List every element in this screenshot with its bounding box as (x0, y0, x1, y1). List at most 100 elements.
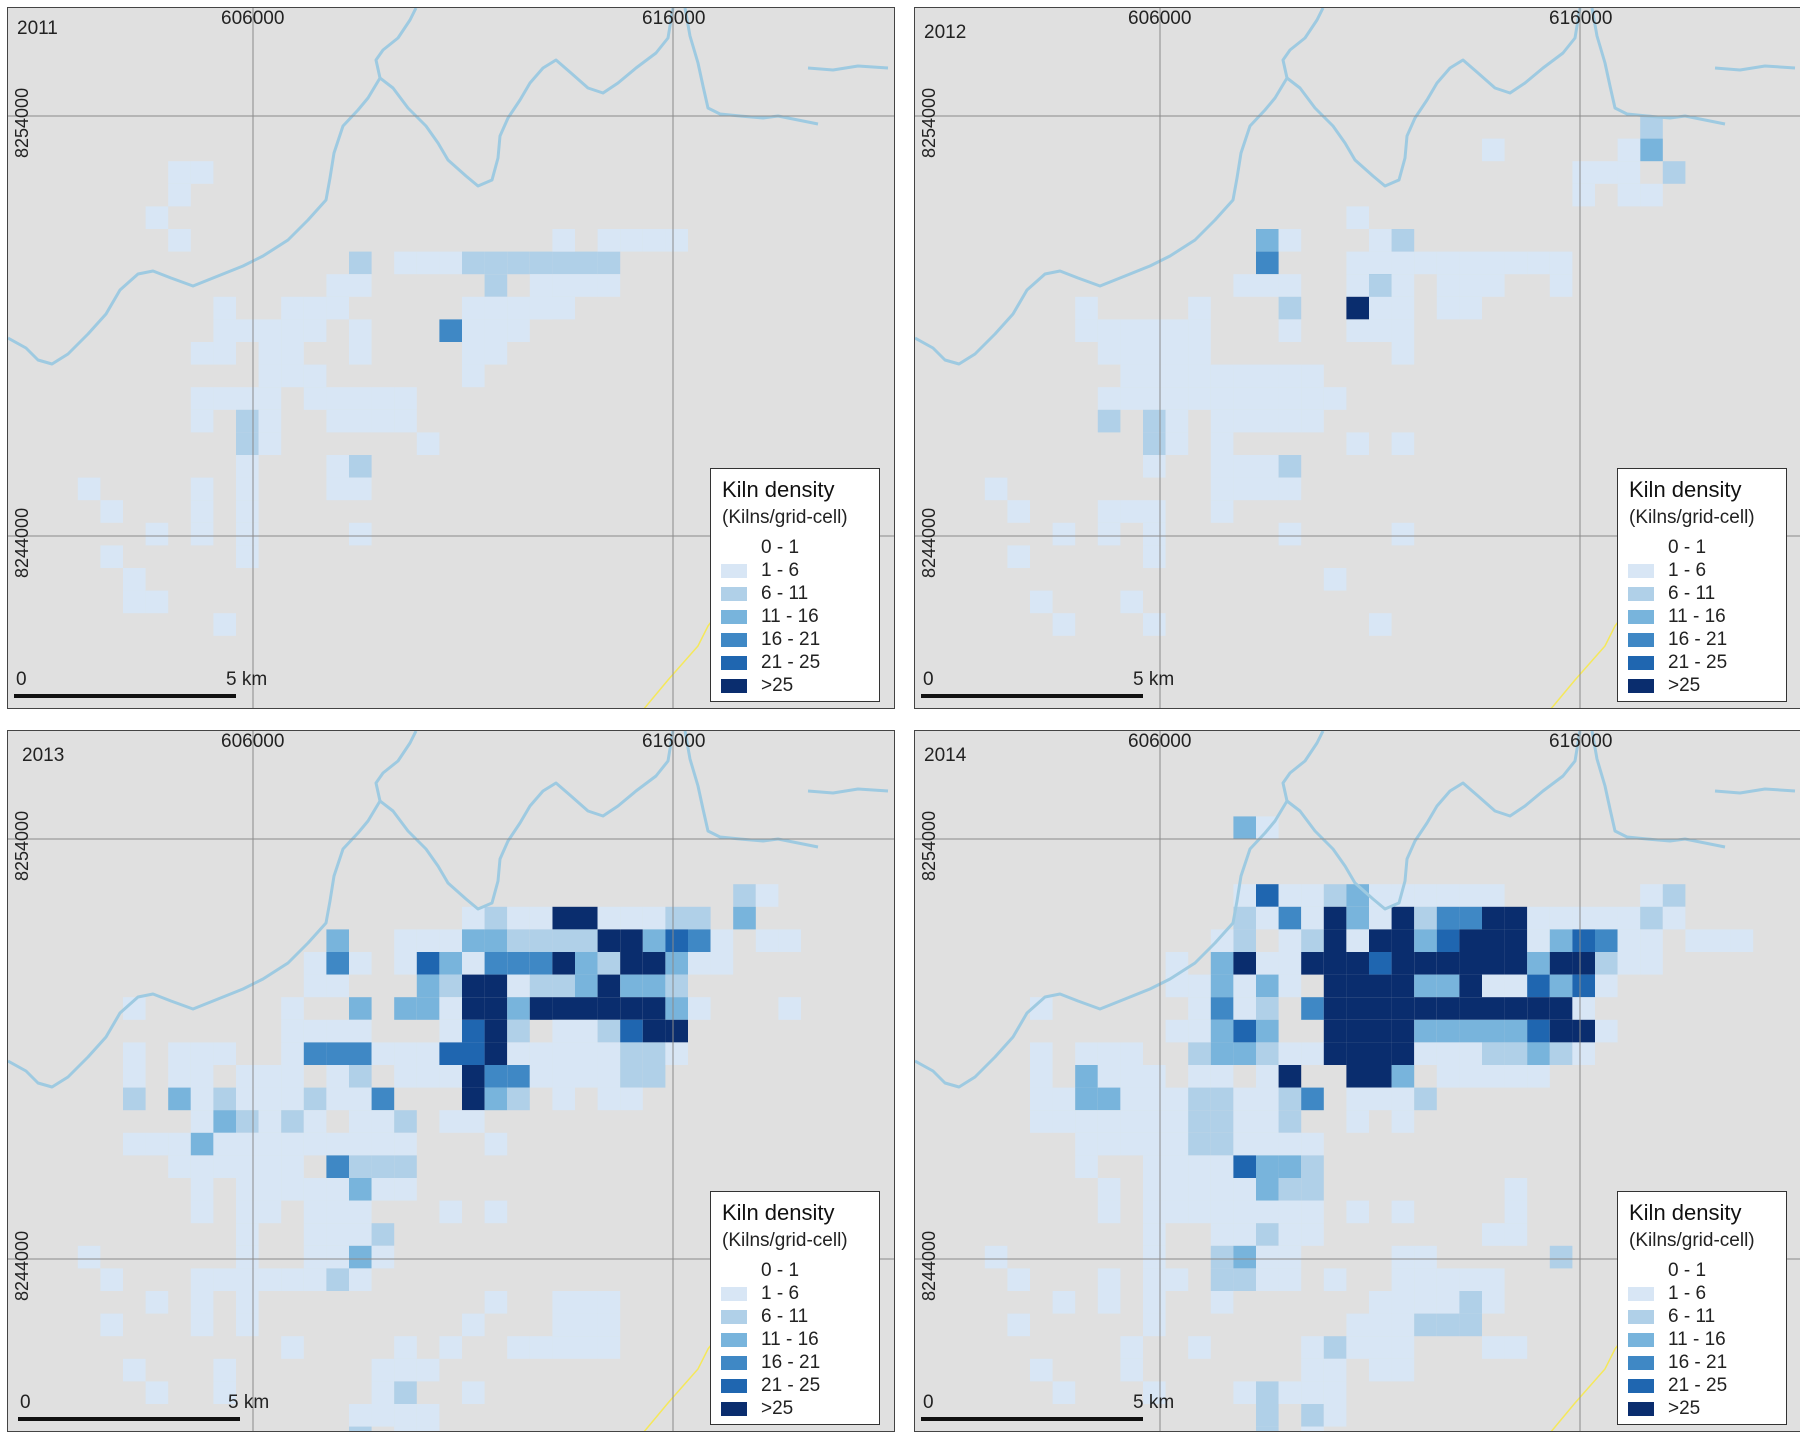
density-cell (1075, 1042, 1098, 1065)
density-cell (1436, 929, 1460, 952)
river-line (915, 8, 1325, 366)
density-cell (1120, 1087, 1143, 1111)
grid-label-x2: 616000 (642, 8, 706, 29)
density-cell (168, 1155, 191, 1178)
density-cell (303, 1087, 327, 1111)
density-cell (416, 1426, 440, 1431)
density-cell (1256, 1155, 1279, 1178)
grid-label-y2: 8244000 (919, 1230, 939, 1301)
density-cell (1527, 1042, 1550, 1065)
density-cell (394, 1155, 417, 1178)
density-cell (1256, 1404, 1279, 1427)
density-cell (213, 1087, 236, 1111)
density-cell (1391, 974, 1415, 998)
density-cell (462, 1381, 485, 1404)
density-cell (236, 545, 259, 568)
legend-label: 16 - 21 (761, 629, 821, 650)
density-cell (552, 1019, 575, 1043)
density-cell (1730, 929, 1754, 952)
density-cell (303, 387, 327, 410)
density-cell (1097, 1268, 1121, 1291)
density-cell (1323, 974, 1347, 998)
density-cell (1459, 1313, 1482, 1337)
density-cell (1143, 432, 1166, 455)
density-cell (1572, 1042, 1595, 1065)
density-cell (1662, 161, 1686, 184)
legend-label: 16 - 21 (1668, 1352, 1728, 1373)
density-cell (168, 1087, 191, 1111)
density-cell (1572, 974, 1595, 998)
density-cell (1369, 1019, 1392, 1043)
density-cell (710, 952, 734, 975)
density-cell (190, 1132, 214, 1156)
density-cell (484, 342, 508, 365)
density-cell (575, 974, 598, 998)
density-cell (529, 251, 553, 275)
legend-label: >25 (1668, 1398, 1701, 1419)
density-cell (597, 1336, 621, 1359)
density-cell (349, 1426, 372, 1431)
density-cell (1301, 1381, 1324, 1404)
density-cell (1482, 1065, 1505, 1088)
density-cell (1459, 296, 1482, 320)
density-cell (1143, 522, 1166, 546)
density-cell (1030, 1042, 1053, 1065)
density-cell (236, 1268, 259, 1291)
density-cell (1436, 974, 1460, 998)
legend-item: 11 - 16 (1628, 1329, 1778, 1352)
density-cell (1414, 1291, 1437, 1314)
density-cell (1504, 1178, 1528, 1201)
density-cell (575, 1042, 598, 1065)
density-cell (1301, 1426, 1324, 1431)
density-cell (642, 952, 666, 975)
density-cell (1436, 274, 1460, 297)
density-cell (1391, 952, 1415, 975)
legend-label: 16 - 21 (761, 1352, 821, 1373)
map-panel-2012: 2012 606000 616000 8254000 8244000 0 5 k… (914, 7, 1800, 709)
river-line (1590, 8, 1726, 126)
density-cell (1256, 974, 1279, 998)
legend-item: >25 (1628, 1398, 1778, 1421)
density-cell (326, 387, 349, 410)
density-cell (1143, 1178, 1166, 1201)
density-cell (168, 183, 191, 207)
density-cell (1143, 1065, 1166, 1088)
density-cell (1233, 364, 1256, 388)
density-cell (1233, 1268, 1256, 1291)
density-cell (349, 1223, 372, 1246)
density-cell (462, 296, 485, 320)
density-cell (349, 1065, 372, 1088)
density-cell (1030, 1110, 1053, 1133)
grid-label-x2: 616000 (1549, 731, 1613, 752)
density-cell (1210, 500, 1234, 523)
density-cell (1120, 364, 1143, 388)
legend-item: 0 - 1 (721, 537, 871, 560)
density-cell (213, 1381, 236, 1404)
density-cell (416, 929, 440, 952)
density-cell (1391, 229, 1415, 252)
density-cell (258, 432, 282, 455)
density-cell (1436, 952, 1460, 975)
density-cell (236, 432, 259, 455)
density-cell (190, 1042, 214, 1065)
legend-item: 21 - 25 (721, 1375, 871, 1398)
density-cell (1256, 1426, 1279, 1431)
density-cell (484, 974, 508, 998)
density-cell (1143, 455, 1166, 478)
density-cell (665, 952, 688, 975)
density-cell (1233, 929, 1256, 952)
legend-item: 0 - 1 (1628, 537, 1778, 560)
scale-bar (18, 1417, 240, 1421)
density-cell (1143, 1313, 1166, 1337)
density-cell (326, 929, 349, 952)
density-cell (1210, 455, 1234, 478)
density-cell (1097, 1132, 1121, 1156)
density-cell (394, 997, 417, 1020)
density-cell (552, 997, 575, 1020)
density-cell (326, 952, 349, 975)
density-cell (1504, 251, 1528, 275)
density-cell (1549, 1019, 1573, 1043)
density-cell (1210, 1087, 1234, 1111)
density-cell (1120, 1132, 1143, 1156)
river-line (807, 64, 889, 72)
